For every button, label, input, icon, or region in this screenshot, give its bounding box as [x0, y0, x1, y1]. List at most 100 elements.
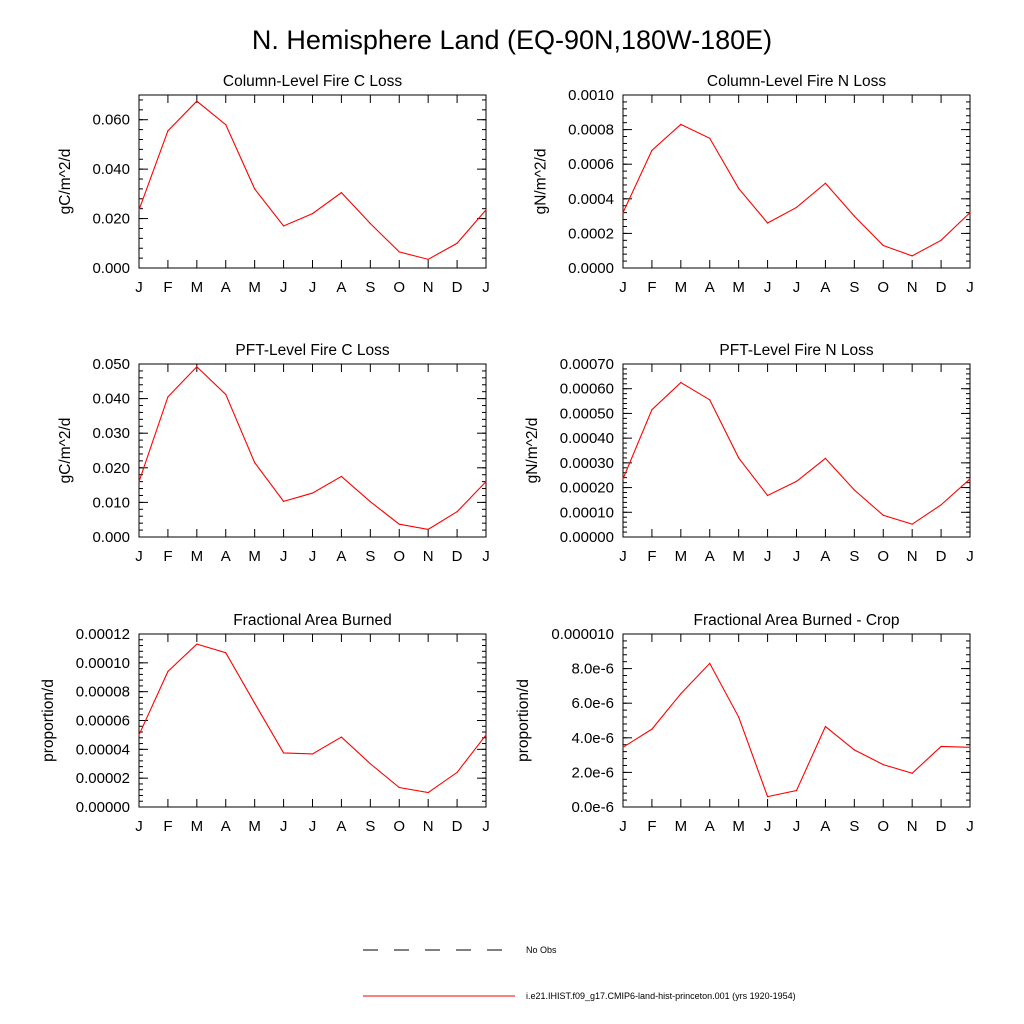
y-tick-label: 4.0e-6 [571, 730, 614, 747]
data-point [225, 393, 227, 396]
y-tick-label: 0.000010 [551, 626, 614, 643]
y-tick-label: 0.050 [92, 356, 130, 373]
data-point [882, 244, 884, 247]
y-axis-label: gC/m^2/d [57, 418, 74, 484]
y-axis-label: gC/m^2/d [57, 149, 74, 215]
x-tick-label: A [820, 279, 830, 296]
y-tick-label: 0.00060 [560, 381, 614, 398]
x-tick-label: D [452, 279, 463, 296]
series-line [138, 100, 487, 260]
x-tick-label: J [764, 279, 772, 296]
data-point [369, 222, 371, 225]
x-tick-label: O [393, 548, 405, 565]
x-tick-label: F [163, 818, 172, 835]
x-tick-label: J [619, 818, 627, 835]
data-point [167, 130, 169, 132]
data-point [282, 500, 285, 502]
legend-model: i.e21.IHIST.f09_g17.CMIP6-land-hist-prin… [362, 989, 862, 1003]
y-tick-label: 0.00010 [76, 655, 130, 672]
data-point [167, 396, 169, 398]
data-point [738, 457, 740, 459]
y-tick-label: 0.00020 [560, 480, 614, 497]
x-tick-label: M [248, 818, 261, 835]
x-tick-label: J [309, 279, 317, 296]
data-point [282, 225, 285, 227]
y-tick-label: 0.0002 [568, 225, 614, 242]
x-tick-label: N [907, 279, 918, 296]
chart-column-c: J F M A M J J A S O N D J0.0000.0200.0400.060Column-… [57, 73, 490, 296]
chart-column-n: J F M A M J J A S O N D J0.00000.00020.00040.00060.0… [532, 73, 973, 296]
plot-frame [622, 94, 971, 269]
data-point [456, 242, 458, 244]
data-point [138, 209, 140, 211]
data-point [456, 771, 458, 773]
x-tick-label: J [966, 818, 974, 835]
data-point [138, 734, 140, 736]
plot-frame [622, 363, 971, 538]
x-tick-label: S [365, 818, 375, 835]
data-point [340, 736, 343, 738]
x-tick-label: M [248, 279, 261, 296]
x-tick-label: M [675, 548, 688, 565]
y-tick-label: 0.010 [92, 494, 130, 511]
x-tick-label: J [135, 548, 143, 565]
x-tick-label: A [336, 548, 346, 565]
plot-frame [138, 633, 487, 808]
data-point [709, 662, 711, 665]
x-tick-label: J [966, 548, 974, 565]
data-point [427, 791, 429, 794]
data-point [254, 702, 256, 704]
chart-pft-c: J F M A M J J A S O N D J0.0000.0100.0200.0300.0400.… [57, 342, 490, 565]
y-tick-label: 0.030 [92, 425, 130, 442]
data-point [196, 643, 198, 645]
y-tick-label: 0.040 [92, 391, 130, 408]
chart-title: Column-Level Fire N Loss [707, 73, 886, 90]
data-point [940, 239, 942, 241]
y-tick-label: 0.040 [92, 161, 130, 178]
data-point [709, 399, 711, 401]
x-tick-label: J [482, 548, 490, 565]
data-point [680, 381, 682, 384]
data-point [427, 258, 429, 260]
data-point [940, 745, 942, 748]
x-tick-label: J [793, 548, 801, 565]
series-line [138, 365, 487, 530]
data-point [167, 670, 169, 673]
x-tick-label: O [877, 548, 889, 565]
y-tick-label: 0.00010 [560, 504, 614, 521]
data-point [398, 786, 400, 789]
x-tick-label: N [423, 548, 434, 565]
y-tick-label: 0.020 [92, 460, 130, 477]
y-axis-label: proportion/d [40, 679, 57, 762]
data-point [795, 480, 798, 482]
y-tick-label: 0.00004 [76, 741, 130, 758]
data-point [940, 504, 942, 506]
x-tick-label: J [793, 818, 801, 835]
plot-frame [138, 363, 487, 538]
data-point [622, 478, 624, 480]
x-tick-label: J [309, 818, 317, 835]
data-point [709, 137, 711, 139]
data-point [795, 206, 798, 209]
data-point [969, 478, 971, 480]
y-tick-label: 2.0e-6 [571, 764, 614, 781]
x-tick-label: A [221, 279, 231, 296]
data-point [196, 100, 198, 102]
y-tick-label: 0.00050 [560, 405, 614, 422]
data-point [969, 212, 971, 214]
x-tick-label: O [393, 279, 405, 296]
data-point [225, 652, 227, 654]
figure-title: N. Hemisphere Land (EQ-90N,180W-180E) [251, 25, 773, 55]
x-tick-label: F [163, 279, 172, 296]
data-point [651, 149, 653, 151]
y-tick-label: 0.020 [92, 211, 130, 228]
y-tick-label: 0.000 [92, 260, 130, 277]
x-tick-label: J [482, 818, 490, 835]
legend-obs-line [363, 949, 515, 951]
x-tick-label: J [280, 279, 288, 296]
data-point [911, 772, 913, 774]
data-point [824, 457, 827, 460]
x-tick-label: J [309, 548, 317, 565]
y-tick-label: 0.00030 [560, 455, 614, 472]
x-tick-label: S [849, 279, 859, 296]
